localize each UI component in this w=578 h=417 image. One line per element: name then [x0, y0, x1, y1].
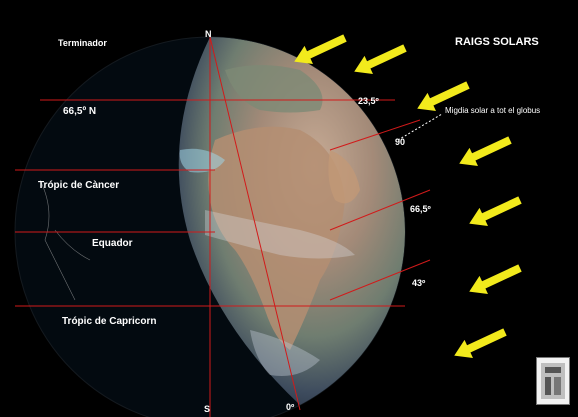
tropic-capricorn-label: Trópic de Capricorn: [62, 316, 157, 327]
europe-landmass: [225, 65, 323, 113]
sun-ray-arrow: [469, 196, 522, 226]
angle-90-label: 90: [395, 137, 406, 147]
sun-ray-arrow: [454, 328, 507, 358]
logo-bar: [545, 367, 561, 373]
angle-23-5-label: 23,5º: [358, 96, 379, 106]
diagram-title: RAIGS SOLARS: [455, 36, 539, 48]
lat-66-label: 66,5º N: [63, 106, 97, 117]
reference-lines: [15, 36, 431, 417]
sun-ray-arrow: [354, 44, 407, 74]
south-pole-label: S: [204, 404, 211, 414]
southern-clouds: [250, 330, 320, 376]
angle-0-label: 0º: [286, 402, 295, 412]
angle-43-label: 43º: [412, 278, 426, 288]
ray-line-3: [329, 189, 431, 231]
greenland-cloud: [179, 148, 225, 173]
angle-66-5-label: 66,5º: [410, 204, 431, 214]
annotation-label: Migdia solar a tot el globus: [445, 106, 541, 115]
sun-ray-arrow: [459, 136, 512, 166]
tropic-cancer-label: Trópic de Càncer: [38, 180, 120, 191]
logo-bar: [545, 377, 551, 395]
north-pole-label: N: [205, 29, 212, 39]
logo-bar: [554, 377, 561, 395]
terminator-line: [209, 36, 301, 411]
sun-ray-arrow: [294, 34, 347, 64]
ray-line-4: [329, 259, 431, 301]
ray-line-2: [329, 119, 421, 151]
annotation-pointer: [397, 113, 443, 141]
logo-icon: [536, 357, 570, 405]
logo-panel: [541, 363, 565, 399]
terminator-label: Terminador: [58, 38, 107, 48]
equator-label: Equador: [92, 238, 133, 249]
sun-rays: [294, 34, 522, 358]
sun-ray-arrow: [469, 264, 522, 294]
sun-ray-arrow: [417, 81, 470, 111]
africa-landmass: [208, 126, 345, 351]
globe: [14, 36, 406, 417]
cloud-band: [205, 210, 355, 259]
americas-outline: [39, 179, 91, 301]
arabia-landmass: [328, 150, 360, 204]
